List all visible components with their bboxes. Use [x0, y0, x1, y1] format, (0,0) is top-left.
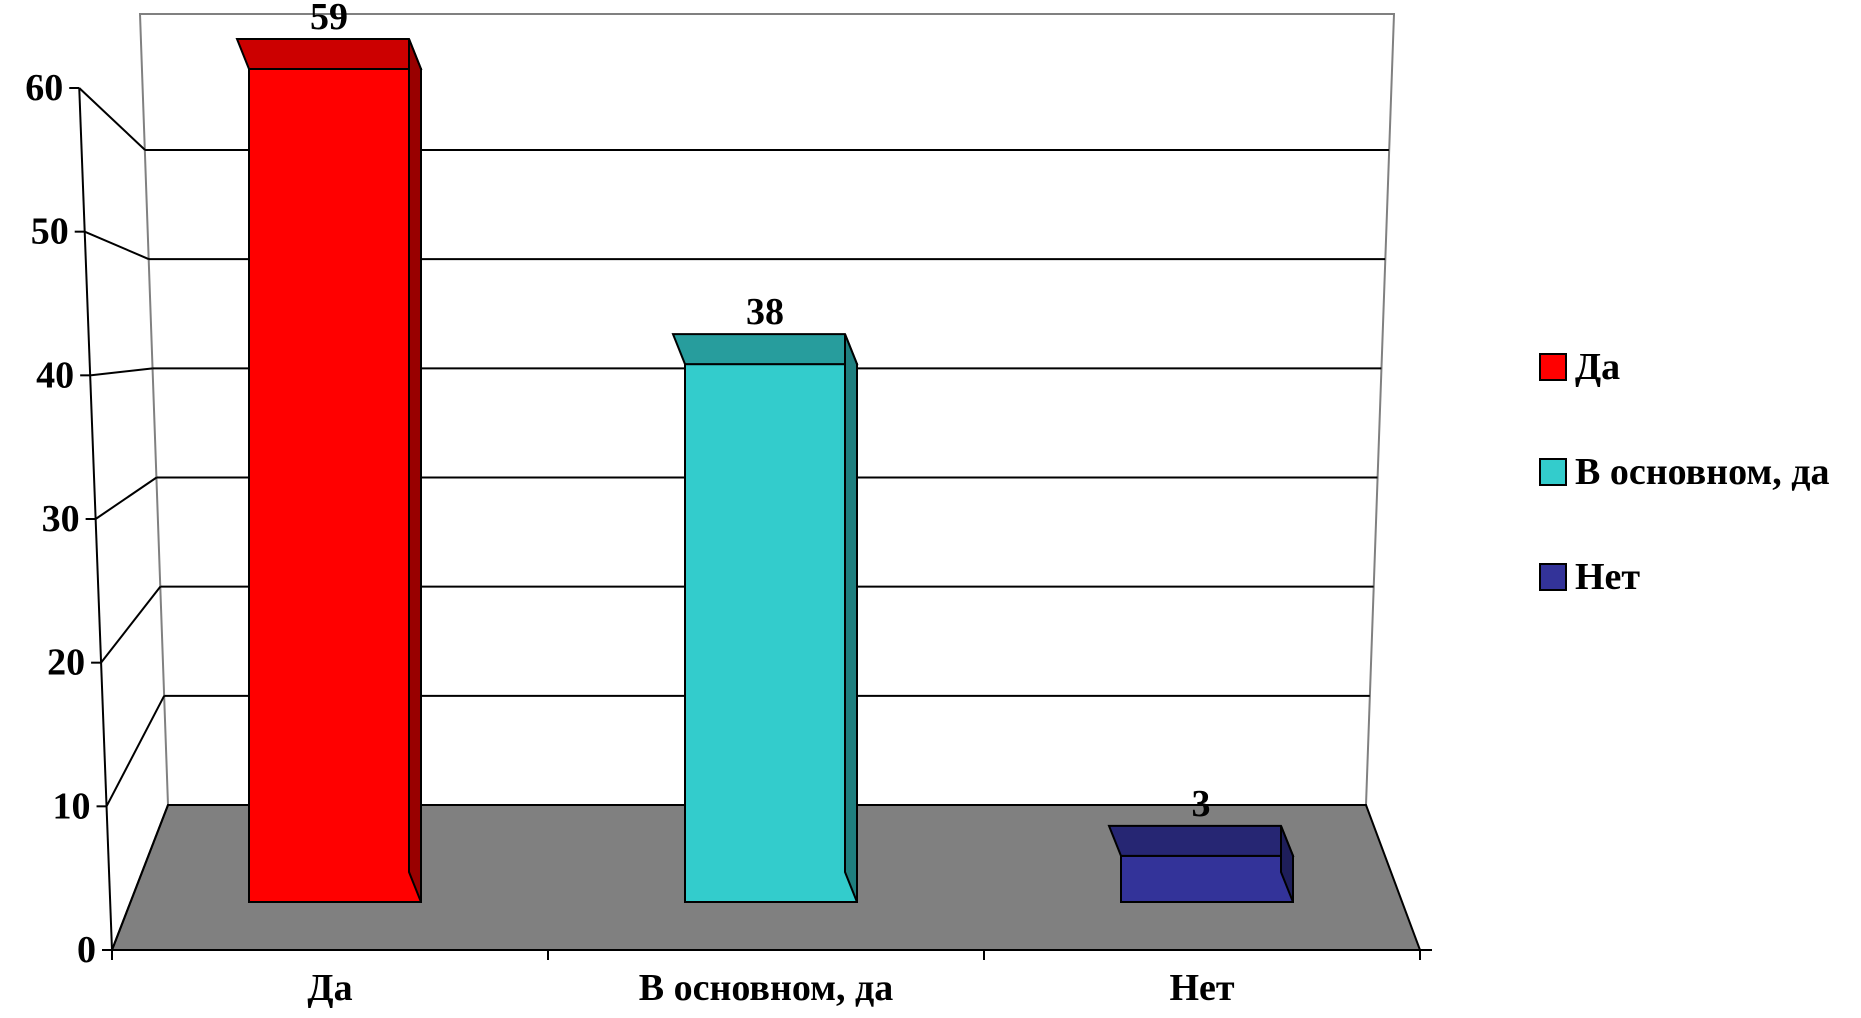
y-axis: 0 10 20 30 40 50 60 — [25, 67, 113, 971]
x-tick-label: В основном, да — [639, 967, 893, 1009]
bars — [235, 38, 1295, 903]
bar-side — [844, 333, 858, 903]
legend-swatch — [1539, 563, 1567, 591]
bar-top — [1107, 824, 1295, 857]
y-tick-label: 10 — [53, 785, 91, 827]
y-tick-label: 30 — [42, 498, 80, 540]
legend-swatch — [1539, 458, 1567, 486]
gridline-side — [84, 230, 150, 261]
gridline-side — [90, 367, 153, 377]
data-label: 38 — [746, 291, 784, 333]
data-label: 59 — [310, 0, 348, 38]
legend-item[interactable]: В основном, да — [1539, 451, 1829, 493]
bar-front — [1120, 854, 1294, 903]
data-labels: 59 38 3 — [310, 0, 1211, 825]
legend-label: Нет — [1575, 556, 1640, 598]
bar-side — [1280, 825, 1294, 903]
bar — [671, 333, 859, 903]
y-tick-label: 20 — [47, 642, 85, 684]
gridline-side — [105, 695, 166, 807]
bar — [1107, 824, 1295, 903]
gridline-side — [111, 804, 169, 951]
y-tick-label: 60 — [25, 67, 63, 109]
bar-side — [408, 38, 422, 903]
x-tick-label: Да — [307, 967, 352, 1009]
legend-item[interactable]: Нет — [1539, 556, 1640, 598]
y-tick-label: 50 — [31, 211, 69, 253]
bar-front — [684, 363, 858, 903]
bar — [235, 38, 423, 903]
gridline-side — [100, 586, 162, 664]
y-tick-label: 40 — [36, 354, 74, 396]
legend-label: Да — [1575, 346, 1620, 388]
y-tick-label: 0 — [77, 929, 96, 971]
bar-top — [235, 38, 423, 71]
bar-top — [671, 333, 859, 366]
x-tick-label: Нет — [1169, 967, 1234, 1009]
data-label: 3 — [1192, 783, 1211, 825]
gridline-side — [95, 476, 158, 520]
gridline-side — [78, 87, 146, 151]
legend-label: В основном, да — [1575, 451, 1829, 493]
legend-swatch — [1539, 353, 1567, 381]
x-axis: Да В основном, да Нет — [111, 949, 1432, 1009]
y-axis-line — [78, 87, 113, 951]
bar-front — [248, 68, 422, 903]
legend-item[interactable]: Да — [1539, 346, 1620, 388]
legend[interactable]: Да В основном, да Нет — [1539, 346, 1829, 598]
